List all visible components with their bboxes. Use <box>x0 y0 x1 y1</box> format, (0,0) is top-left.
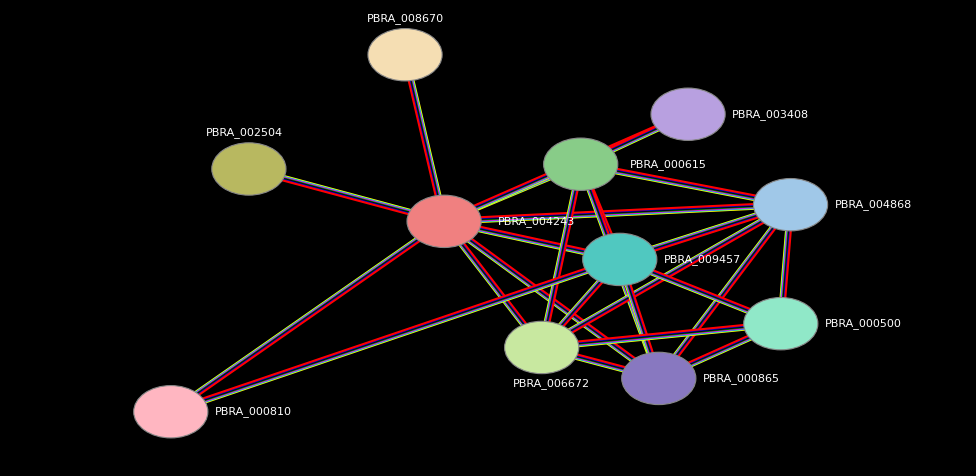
Ellipse shape <box>544 138 618 190</box>
Ellipse shape <box>134 386 208 438</box>
Ellipse shape <box>505 321 579 374</box>
Text: PBRA_004868: PBRA_004868 <box>834 199 912 210</box>
Text: PBRA_000500: PBRA_000500 <box>825 318 902 329</box>
Ellipse shape <box>583 233 657 286</box>
Text: PBRA_008670: PBRA_008670 <box>366 13 444 24</box>
Ellipse shape <box>753 178 828 231</box>
Text: PBRA_000615: PBRA_000615 <box>630 159 707 169</box>
Text: PBRA_000865: PBRA_000865 <box>703 373 780 384</box>
Ellipse shape <box>368 29 442 81</box>
Text: PBRA_006672: PBRA_006672 <box>512 378 590 389</box>
Text: PBRA_004243: PBRA_004243 <box>498 216 575 227</box>
Ellipse shape <box>212 143 286 195</box>
Text: PBRA_003408: PBRA_003408 <box>732 109 809 119</box>
Ellipse shape <box>622 352 696 405</box>
Text: PBRA_009457: PBRA_009457 <box>664 254 741 265</box>
Text: PBRA_002504: PBRA_002504 <box>205 127 283 138</box>
Text: PBRA_000810: PBRA_000810 <box>215 407 292 417</box>
Ellipse shape <box>651 88 725 140</box>
Ellipse shape <box>407 195 481 248</box>
Ellipse shape <box>744 298 818 350</box>
